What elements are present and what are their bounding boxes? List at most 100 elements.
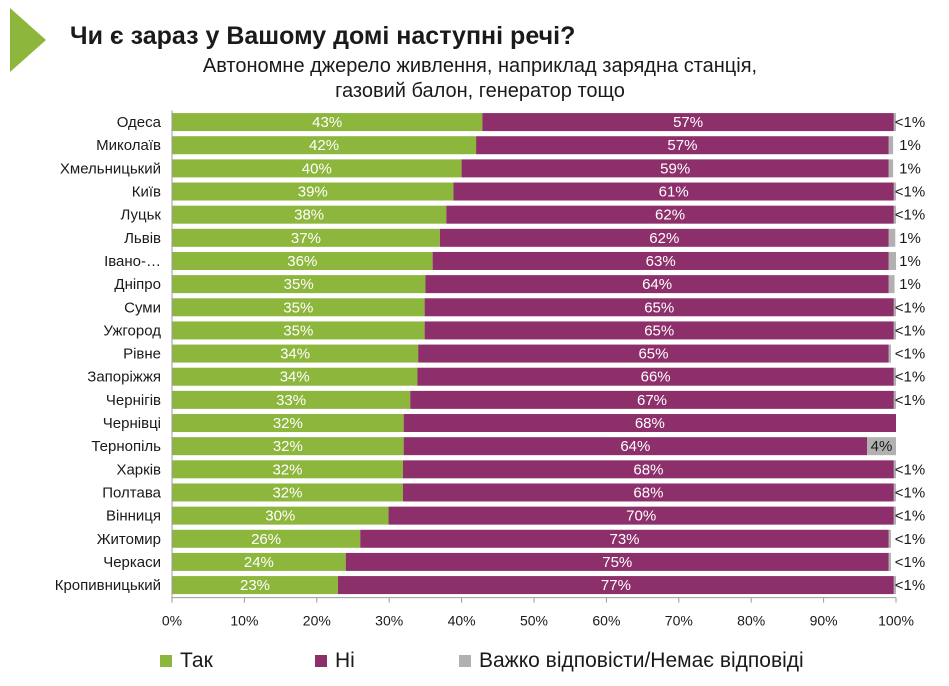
data-label-no-17: 70% <box>626 508 656 525</box>
category-label-5: Львів <box>124 230 161 247</box>
bar-hard-7 <box>888 275 895 294</box>
x-tick-label-3: 30% <box>375 613 403 629</box>
bar-hard-6 <box>888 251 896 270</box>
bar-no-18 <box>360 529 889 548</box>
data-label-no-8: 65% <box>644 299 674 316</box>
bar-hard-15 <box>893 460 896 479</box>
bar-no-12 <box>410 390 894 409</box>
legend-item-no: Ні <box>315 649 355 673</box>
bar-no-14 <box>403 437 868 456</box>
category-label-16: Полтава <box>102 484 161 501</box>
data-label-yes-7: 35% <box>284 276 314 293</box>
data-label-yes-6: 36% <box>287 253 317 270</box>
data-label-no-3: 61% <box>659 184 689 201</box>
data-label-no-15: 68% <box>633 461 663 478</box>
bar-no-9 <box>424 321 894 340</box>
x-tick-label-2: 20% <box>303 613 331 629</box>
data-label-hard-15: <1% <box>895 461 925 478</box>
category-label-4: Луцьк <box>121 207 162 224</box>
data-label-hard-6: 1% <box>899 253 921 270</box>
category-label-12: Чернігів <box>106 392 161 409</box>
data-label-no-19: 75% <box>602 554 632 571</box>
category-label-18: Житомир <box>97 531 161 548</box>
data-label-no-20: 77% <box>601 577 631 594</box>
category-label-11: Запоріжжя <box>87 369 161 386</box>
category-label-6: Івано-… <box>104 253 161 270</box>
bar-yes-10 <box>172 344 419 363</box>
bar-no-4 <box>446 205 894 224</box>
bar-yes-16 <box>172 483 403 502</box>
x-tick-label-1: 10% <box>230 613 258 629</box>
bar-hard-11 <box>893 367 896 386</box>
data-label-hard-7: 1% <box>899 276 921 293</box>
bar-no-20 <box>338 576 894 595</box>
bar-hard-5 <box>888 228 896 247</box>
chart-subtitle-line-1: Автономне джерело живлення, наприклад за… <box>202 55 758 77</box>
bar-hard-12 <box>893 390 896 409</box>
bar-no-0 <box>482 113 894 132</box>
bar-no-16 <box>402 483 894 502</box>
data-label-yes-4: 38% <box>294 207 324 224</box>
bar-hard-0 <box>893 113 896 132</box>
bar-hard-20 <box>893 576 896 595</box>
bar-hard-18 <box>888 529 891 548</box>
data-label-hard-16: <1% <box>895 484 925 501</box>
bar-hard-10 <box>888 344 891 363</box>
bar-yes-9 <box>172 321 425 340</box>
data-label-yes-11: 34% <box>280 369 310 386</box>
category-label-0: Одеса <box>117 114 162 131</box>
data-label-yes-14: 32% <box>273 438 303 455</box>
bar-yes-7 <box>172 275 426 294</box>
bar-yes-13 <box>172 414 404 433</box>
bar-yes-20 <box>172 576 339 595</box>
bar-yes-14 <box>172 437 404 456</box>
data-label-yes-16: 32% <box>272 484 302 501</box>
bar-yes-18 <box>172 529 361 548</box>
chart-title: Чи є зараз у Вашому домі наступні речі? <box>70 22 576 50</box>
bar-no-10 <box>418 344 889 363</box>
data-label-yes-0: 43% <box>312 114 342 131</box>
bar-hard-4 <box>893 205 896 224</box>
category-label-15: Харків <box>116 461 161 478</box>
category-label-13: Чернівці <box>103 415 161 432</box>
bar-hard-17 <box>893 506 896 525</box>
bar-yes-0 <box>172 113 483 132</box>
legend-item-yes: Так <box>160 649 213 673</box>
bar-hard-14 <box>867 437 896 456</box>
bar-yes-3 <box>172 182 454 201</box>
bar-hard-9 <box>893 321 896 340</box>
x-tick-label-9: 90% <box>810 613 838 629</box>
data-label-yes-19: 24% <box>244 554 274 571</box>
data-label-no-10: 65% <box>638 346 668 363</box>
data-label-no-13: 68% <box>635 415 665 432</box>
bar-no-19 <box>345 552 889 571</box>
data-label-hard-0: <1% <box>895 114 925 131</box>
data-label-yes-5: 37% <box>291 230 321 247</box>
data-label-yes-13: 32% <box>273 415 303 432</box>
category-label-20: Кропивницький <box>55 577 161 594</box>
data-label-hard-19: <1% <box>895 554 925 571</box>
data-label-yes-17: 30% <box>265 508 295 525</box>
data-label-yes-1: 42% <box>309 137 339 154</box>
data-label-yes-3: 39% <box>298 184 328 201</box>
data-label-no-5: 62% <box>649 230 679 247</box>
data-label-no-9: 65% <box>644 322 674 339</box>
x-tick-label-8: 80% <box>737 613 765 629</box>
category-label-10: Рівне <box>123 346 161 363</box>
data-label-hard-1: 1% <box>899 137 921 154</box>
data-label-yes-20: 23% <box>240 577 270 594</box>
data-label-yes-12: 33% <box>276 392 306 409</box>
x-tick-label-10: 100% <box>878 613 914 629</box>
bar-no-1 <box>476 136 889 155</box>
data-label-hard-12: <1% <box>895 392 925 409</box>
data-label-no-2: 59% <box>660 160 690 177</box>
category-label-19: Черкаси <box>103 554 161 571</box>
bar-hard-1 <box>888 136 894 155</box>
data-label-hard-11: <1% <box>895 369 925 386</box>
bar-no-7 <box>425 275 889 294</box>
data-label-yes-18: 26% <box>251 531 281 548</box>
data-label-yes-2: 40% <box>302 160 332 177</box>
bar-yes-12 <box>172 390 411 409</box>
data-label-no-11: 66% <box>641 369 671 386</box>
